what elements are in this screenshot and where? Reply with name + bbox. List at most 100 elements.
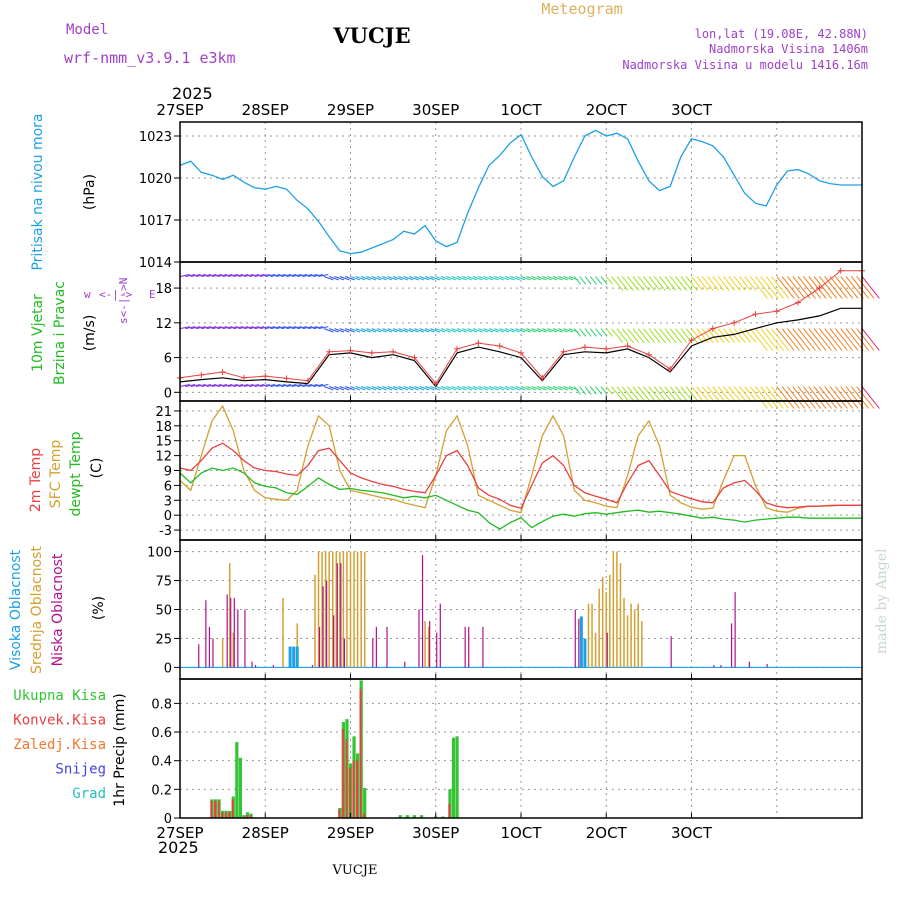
- wind-barb: [802, 276, 822, 299]
- wind-barb: [771, 276, 790, 299]
- wind-barb: [345, 328, 355, 333]
- wind-barb: [733, 328, 746, 344]
- wind-barb: [488, 386, 499, 391]
- wind-barb: [760, 328, 779, 351]
- precip-conv-bar: [341, 729, 344, 818]
- wind-barb: [595, 386, 603, 395]
- wind-barb: [265, 326, 276, 330]
- wind-barb: [414, 328, 424, 333]
- label-layer: Pritisak na nivou mora (hPa) 10m Vjetar Brz…: [8, 113, 128, 806]
- wind-barb: [195, 326, 206, 330]
- wind-barb: [605, 328, 613, 337]
- cloud-ylabel-mid: Srednja Oblacnost: [29, 546, 45, 674]
- compass-e: E: [149, 288, 156, 301]
- wind-barb: [829, 386, 848, 409]
- station-title: VUCJE: [332, 23, 410, 48]
- precip-conv-bar: [245, 815, 248, 818]
- wind-barb: [696, 276, 709, 291]
- wind-barb: [579, 276, 587, 285]
- wind-barb: [371, 276, 382, 281]
- precip-conv-bar: [348, 767, 351, 818]
- ytick-label-temperature: 15: [155, 435, 172, 450]
- wind-barb: [685, 328, 698, 344]
- panel-frame-pressure: [179, 121, 863, 263]
- wind-barb: [771, 328, 790, 351]
- dewpoint-line: [179, 467, 862, 530]
- wind-barb: [201, 274, 212, 277]
- precip-total-bar: [412, 815, 417, 818]
- wind-barb: [233, 384, 244, 388]
- wind-barb: [558, 276, 568, 281]
- wind-barb: [190, 326, 201, 330]
- xtick-bottom-27SEP: 27SEP: [156, 824, 203, 842]
- wind-barb: [281, 274, 292, 277]
- precip-legend-3: Snijeg: [55, 762, 106, 778]
- wind-barb: [414, 386, 424, 391]
- wind-barb: [616, 276, 629, 291]
- wind-barb: [712, 276, 725, 291]
- made-by-watermark: made by Angel: [874, 548, 890, 654]
- wind-barb: [691, 328, 704, 344]
- wind-barb: [408, 328, 419, 333]
- wind-barb: [451, 328, 462, 333]
- wind-barb: [430, 276, 440, 281]
- temp-ylabel-dew: dewpt Temp: [68, 431, 84, 516]
- wind-barb: [653, 276, 666, 291]
- wind-barb: [637, 386, 650, 401]
- wind-barb: [414, 276, 424, 281]
- wind-barb: [558, 328, 568, 333]
- wind-barbs: [179, 274, 880, 409]
- wind-barb: [829, 276, 848, 299]
- wind-barb: [840, 276, 859, 299]
- wind-barb: [712, 386, 725, 401]
- wind-barb: [483, 276, 494, 281]
- cloud-ylabel-high: Visoka Oblacnost: [8, 549, 24, 670]
- wind-unit: (m/s): [82, 315, 98, 352]
- wind-barb: [355, 328, 366, 333]
- wind-barb: [472, 328, 483, 333]
- temp-ylabel-2m: 2m Temp: [28, 448, 44, 512]
- wind-barb: [653, 386, 666, 401]
- wind-barb: [467, 386, 478, 391]
- wind-barb: [829, 328, 848, 351]
- wind-barb: [238, 384, 249, 388]
- wind-barb: [755, 328, 774, 351]
- wind-barb: [797, 386, 816, 409]
- wind-barb: [217, 274, 228, 277]
- wind-barb: [850, 276, 870, 299]
- wind-barb: [723, 276, 736, 291]
- wind-barb: [243, 326, 254, 330]
- ytick-label-precip: 0: [164, 812, 172, 827]
- t2m-line: [179, 442, 862, 509]
- wind-barb: [456, 386, 467, 391]
- wind-barb: [435, 276, 446, 281]
- ytick-label-clouds: 0: [164, 661, 172, 676]
- cloud-high-bar: [292, 646, 296, 668]
- wind-barb: [589, 386, 597, 395]
- wind-barb: [643, 276, 656, 291]
- wind-barb: [185, 384, 196, 388]
- cloud-high-bar: [579, 616, 583, 668]
- wind-barb: [755, 386, 774, 409]
- precip-conv-bar: [228, 812, 231, 818]
- wind-barb: [739, 328, 751, 344]
- wind-barb: [190, 274, 201, 277]
- precip-legend-4: Grad: [72, 786, 106, 802]
- wind-barb: [297, 274, 308, 277]
- wind-barb: [392, 386, 403, 391]
- wind-barb: [313, 274, 324, 277]
- precip-total-bar: [455, 736, 459, 818]
- wind-barb: [206, 326, 217, 330]
- wind-barb: [733, 276, 746, 291]
- ytick-label-temperature: 3: [164, 494, 172, 509]
- wind-barb: [797, 328, 816, 351]
- wind-barb: [563, 328, 574, 333]
- ytick-label-clouds: 75: [155, 575, 172, 590]
- wind-barb: [659, 328, 672, 344]
- wind-barb: [701, 276, 714, 291]
- wind-barb: [573, 386, 581, 395]
- wind-barb: [531, 386, 542, 391]
- wind-barb: [531, 276, 542, 281]
- ytick-label-precip: 0.4: [151, 755, 172, 770]
- wind-barb: [456, 276, 467, 281]
